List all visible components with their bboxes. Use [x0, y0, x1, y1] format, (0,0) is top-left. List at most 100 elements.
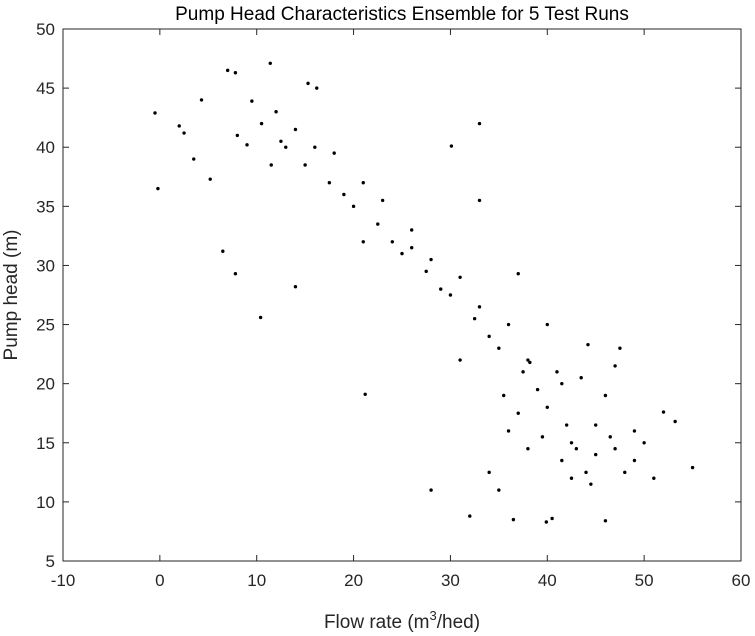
data-point	[233, 272, 238, 276]
data-point	[477, 305, 482, 309]
data-point	[361, 180, 365, 185]
data-point	[603, 393, 608, 398]
x-tick-label: 10	[247, 571, 266, 590]
data-point	[506, 322, 511, 327]
data-point	[506, 429, 511, 433]
plot-frame	[62, 28, 742, 562]
data-point	[351, 204, 356, 209]
y-tick-label: 15	[36, 434, 55, 453]
data-point	[528, 360, 532, 365]
data-point	[477, 198, 482, 203]
x-axis-label-superscript: 3	[430, 608, 437, 623]
data-point	[545, 405, 549, 410]
data-point	[526, 446, 530, 451]
x-tick-label: -10	[51, 571, 76, 590]
axis-ticks: -10 0 10 20 30 40 50 60 5 10 15 20 25 30 35 40 45 50	[36, 20, 750, 590]
x-tick-label: 60	[732, 571, 751, 590]
data-point	[409, 228, 414, 232]
y-tick-label: 50	[36, 20, 55, 39]
data-point	[497, 488, 501, 492]
data-point	[487, 334, 491, 339]
data-point	[603, 519, 608, 523]
data-point	[468, 514, 472, 518]
data-point	[560, 381, 564, 386]
data-point	[521, 370, 525, 374]
data-point	[245, 143, 249, 147]
data-point	[259, 121, 264, 126]
data-points	[153, 61, 695, 524]
data-point	[153, 111, 157, 115]
data-point	[661, 410, 666, 414]
data-point	[315, 86, 319, 90]
data-point	[279, 139, 283, 144]
data-point	[502, 393, 506, 398]
x-tick-label: 50	[635, 571, 654, 590]
data-point	[225, 68, 230, 73]
y-tick-label: 45	[36, 79, 55, 98]
data-point	[293, 285, 298, 289]
data-point	[303, 163, 307, 167]
chart-title: Pump Head Characteristics Ensemble for 5…	[175, 4, 629, 25]
data-point	[497, 346, 501, 350]
y-tick-label: 20	[36, 375, 55, 394]
data-point	[555, 370, 559, 374]
data-point	[652, 476, 656, 480]
data-point	[380, 198, 385, 203]
data-point	[258, 315, 263, 320]
data-point	[613, 364, 617, 368]
x-axis-label: Flow rate (m3/hed)	[324, 608, 480, 633]
y-tick-label: 10	[36, 493, 55, 512]
data-point	[594, 423, 598, 427]
data-point	[472, 316, 477, 321]
data-point	[293, 127, 298, 132]
data-point	[182, 131, 186, 135]
data-point	[313, 145, 317, 149]
data-point	[560, 458, 564, 463]
data-point	[540, 435, 545, 439]
data-point	[429, 488, 433, 492]
data-point	[673, 419, 677, 424]
data-point	[306, 81, 310, 86]
data-point	[400, 251, 404, 256]
data-point	[618, 346, 622, 350]
data-point	[584, 470, 588, 475]
y-tick-label: 35	[36, 197, 55, 216]
data-point	[477, 121, 482, 126]
y-axis-label: Pump head (m)	[1, 230, 22, 361]
data-point	[269, 163, 273, 167]
data-point	[458, 358, 462, 362]
data-point	[516, 272, 520, 276]
x-tick-label: 30	[441, 571, 460, 590]
data-point	[192, 157, 196, 161]
y-tick-label: 25	[36, 316, 55, 335]
x-axis-label-prefix: Flow rate (m	[324, 612, 430, 633]
data-point	[613, 446, 617, 451]
data-point	[268, 61, 272, 65]
data-point	[177, 124, 181, 128]
data-point	[327, 180, 332, 185]
data-point	[574, 446, 579, 451]
data-point	[511, 517, 516, 522]
data-point	[623, 470, 627, 475]
data-point	[448, 293, 453, 297]
x-axis-label-suffix: /hed)	[437, 612, 480, 633]
data-point	[409, 246, 414, 250]
data-point	[376, 222, 380, 226]
data-point	[564, 423, 569, 427]
data-point	[390, 240, 395, 244]
y-tick-label: 30	[36, 256, 55, 275]
data-point	[526, 358, 530, 362]
data-point	[642, 441, 646, 445]
data-point	[449, 144, 454, 148]
data-point	[594, 452, 598, 457]
data-point	[632, 429, 637, 433]
y-tick-label: 40	[36, 138, 55, 157]
data-point	[579, 376, 583, 380]
y-tick-label: 5	[46, 552, 55, 571]
data-point	[199, 98, 204, 102]
x-tick-label: 0	[155, 571, 164, 590]
data-point	[569, 441, 574, 445]
data-point	[535, 387, 540, 392]
data-point	[284, 145, 288, 149]
